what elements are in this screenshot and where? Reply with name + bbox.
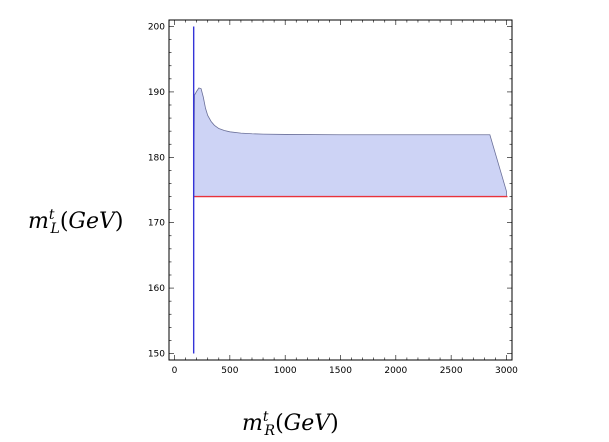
x-tick-label: 1000	[274, 366, 297, 376]
x-tick-label: 500	[221, 366, 238, 376]
y-tick-label: 160	[148, 284, 165, 294]
y-tick-label: 170	[148, 219, 165, 229]
x-tick-label: 3000	[495, 366, 518, 376]
y-tick-label: 200	[148, 23, 165, 33]
y-tick-label: 150	[148, 349, 165, 359]
y-tick-label: 180	[148, 153, 165, 163]
x-axis-label: mt R(GeV)	[242, 409, 339, 439]
x-tick-label: 2500	[440, 366, 463, 376]
tick-labels: 0 500 1000 1500 2000 2500 3000 150 160 170 180 190 2…	[148, 23, 518, 376]
y-tick-label: 190	[148, 88, 165, 98]
plot-frame	[168, 19, 513, 361]
plot-area	[192, 26, 508, 354]
x-tick-label: 0	[172, 366, 178, 376]
x-tick-label: 2000	[384, 366, 407, 376]
x-tick-label: 1500	[329, 366, 352, 376]
y-axis-label: mt L(GeV)	[28, 207, 123, 237]
allowed-region	[193, 87, 507, 197]
